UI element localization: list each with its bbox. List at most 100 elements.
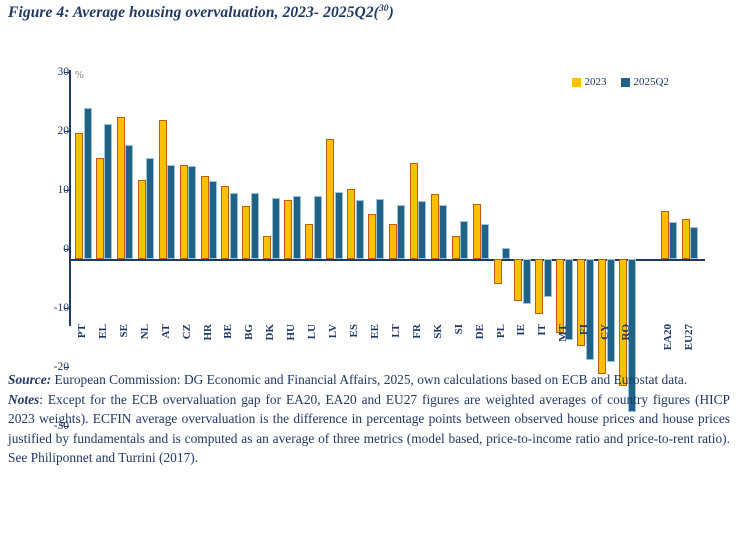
x-tick-label: MT: [557, 324, 570, 342]
axis-unit-label: %: [75, 70, 84, 81]
bar-2023: [95, 157, 104, 259]
bar-2023: [577, 259, 586, 346]
legend-label-2025q2: 2025Q2: [633, 76, 669, 88]
x-tick-label: RO: [620, 324, 633, 341]
bar-group: AT: [158, 72, 179, 338]
bar-2023: [221, 185, 230, 259]
bar-group: BE: [220, 72, 241, 339]
bar-2025q2: [585, 259, 594, 361]
bar-group: CZ: [179, 72, 200, 339]
bar-2023: [116, 116, 125, 259]
x-tick-label: EA20: [661, 324, 674, 351]
y-tick-mark: [64, 190, 69, 191]
bar-2023: [430, 194, 439, 259]
source-label: Source:: [8, 372, 52, 387]
bar-2023: [367, 213, 376, 259]
bar-2025q2: [418, 200, 427, 259]
bar-2025q2: [250, 192, 259, 259]
bar-group: ES: [346, 72, 367, 337]
x-tick-label: LT: [389, 324, 402, 338]
bar-2023: [619, 259, 628, 386]
bar-2023: [598, 259, 607, 375]
bar-2023: [284, 200, 293, 259]
bar-2025q2: [397, 205, 406, 259]
bar-group: LV: [325, 72, 346, 338]
bar-group: LT: [388, 72, 409, 338]
x-tick-label: CZ: [180, 324, 193, 340]
bar-group: EU27: [681, 72, 702, 350]
bar-group: HR: [200, 72, 221, 341]
bar-group: SE: [116, 72, 137, 337]
x-tick-label: CY: [599, 324, 612, 340]
notes-text: : Except for the ECB overvaluation gap f…: [8, 391, 730, 466]
x-tick-label: AT: [159, 324, 172, 339]
legend-item-2025q2: 2025Q2: [620, 76, 669, 88]
bar-2025q2: [188, 165, 197, 259]
x-tick-label: EU27: [682, 324, 695, 351]
bar-group: IT: [534, 72, 555, 336]
page-title: Figure 4: Average housing overvaluation,…: [8, 4, 728, 22]
bar-2023: [75, 133, 83, 259]
bar-2025q2: [439, 205, 448, 259]
x-tick-label: BE: [222, 324, 235, 339]
bar-group: BG: [241, 72, 262, 340]
bar-group: CY: [597, 72, 618, 375]
bar-group: DE: [472, 72, 493, 339]
x-tick-label: SK: [431, 324, 444, 339]
bar-2025q2: [313, 195, 322, 259]
bar-2025q2: [83, 107, 92, 259]
chart: 3020100-10-20-30 % 2023 2025Q2 PTELSENLA…: [31, 62, 705, 432]
figure-title-footnote: 30: [378, 4, 389, 14]
x-tick-label: ES: [348, 324, 361, 338]
bar-2023: [305, 224, 314, 259]
bar-2025q2: [502, 247, 511, 259]
legend-label-2023: 2023: [584, 76, 607, 88]
x-tick-label: PT: [76, 324, 88, 339]
chart-legend: 2023 2025Q2: [571, 76, 669, 88]
x-tick-label: FI: [578, 324, 591, 335]
bar-2025q2: [167, 164, 176, 259]
bar-group: RO: [618, 72, 639, 412]
y-tick-mark: [64, 72, 69, 73]
y-tick-mark: [64, 367, 69, 368]
bar-2025q2: [460, 221, 469, 259]
bar-2025q2: [481, 223, 490, 259]
x-tick-label: EL: [96, 324, 109, 339]
bar-2023: [514, 259, 523, 302]
notes-label: Notes: [8, 391, 40, 407]
x-tick-label: IT: [536, 324, 549, 336]
x-tick-label: DE: [473, 324, 486, 340]
bar-2025q2: [355, 200, 364, 259]
y-tick-mark: [64, 308, 69, 309]
bar-2023: [263, 235, 272, 259]
bar-group: MT: [555, 72, 576, 342]
bar-2023: [472, 203, 481, 259]
bar-group: EA20: [660, 72, 681, 350]
x-tick-label: NL: [138, 324, 151, 340]
bar-group: EL: [95, 72, 116, 339]
x-tick-label: HR: [201, 324, 214, 341]
bar-group: LU: [304, 72, 325, 339]
bar-group: HU: [283, 72, 304, 341]
x-tick-label: SI: [452, 324, 465, 335]
bar-2023: [493, 259, 502, 285]
bar-2023: [681, 218, 690, 259]
x-tick-label: LV: [327, 324, 340, 339]
bar-2025q2: [690, 226, 699, 259]
bar-2023: [535, 259, 544, 314]
bar-group: FI: [576, 72, 597, 361]
bar-2025q2: [376, 199, 385, 259]
bar-group: SK: [430, 72, 451, 339]
bar-group: IE: [513, 72, 534, 336]
y-tick-mark: [64, 249, 69, 250]
bar-group: SI: [451, 72, 472, 334]
bar-2025q2: [271, 197, 280, 259]
bar-2025q2: [229, 192, 238, 259]
y-tick-label: 30: [57, 66, 70, 78]
bar-2023: [388, 224, 397, 259]
x-tick-label: HU: [285, 324, 298, 341]
x-axis-line: [69, 259, 705, 261]
bar-2025q2: [292, 195, 301, 259]
bar-2023: [556, 259, 565, 334]
